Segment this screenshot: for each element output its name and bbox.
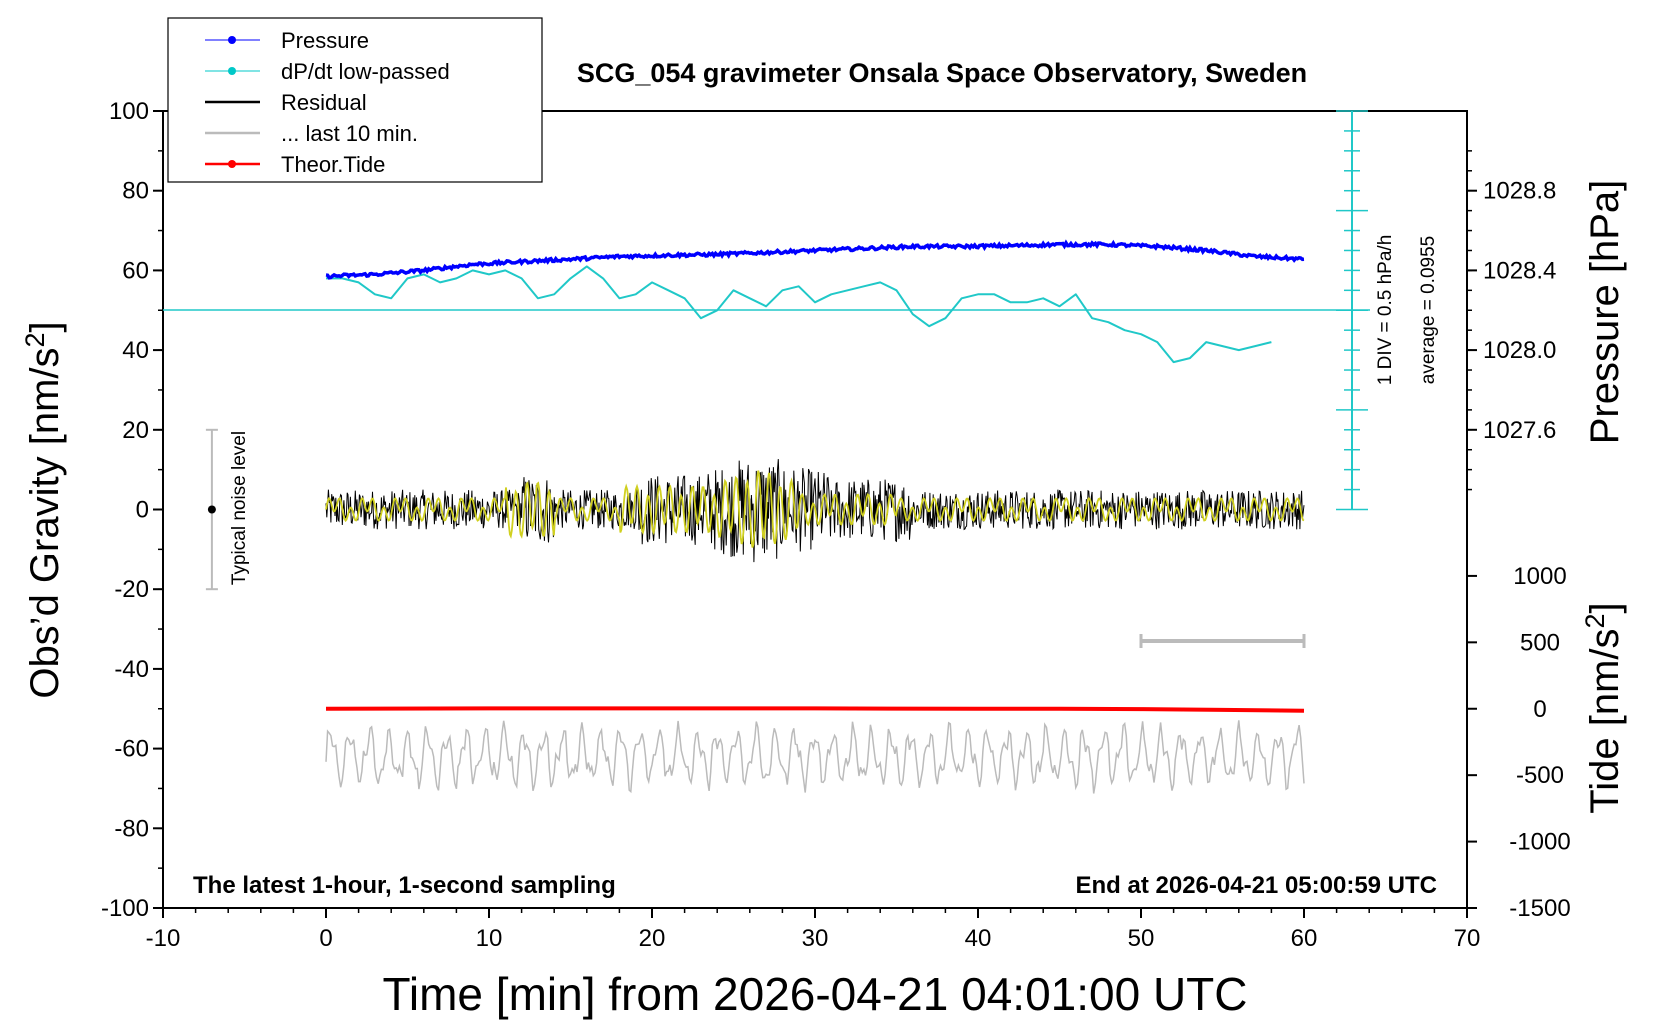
y-tick-label: -80 [114, 815, 149, 842]
pressure-line [325, 239, 1305, 280]
y-axis-tide-label: Tide [nm/s2] [1580, 602, 1627, 813]
x-tick-label: 30 [802, 925, 829, 952]
chart-title: SCG_054 gravimeter Onsala Space Observat… [577, 58, 1307, 88]
tide-tick-label: -1500 [1509, 895, 1570, 922]
y-tick-label: -60 [114, 736, 149, 763]
x-tick-label: 60 [1291, 925, 1318, 952]
last10-line [325, 720, 1305, 794]
legend-label: dP/dt low-passed [281, 59, 450, 84]
legend-label: Pressure [281, 28, 369, 53]
y-tick-label: 80 [122, 178, 149, 205]
x-tick-label: 70 [1454, 925, 1481, 952]
tide-tick-label: -1000 [1509, 829, 1570, 856]
tide-tick-label: 0 [1533, 696, 1546, 723]
x-tick-label: 50 [1128, 925, 1155, 952]
footer-left: The latest 1-hour, 1-second sampling [193, 872, 616, 899]
x-tick-label: 20 [639, 925, 666, 952]
y-tick-label: 20 [122, 417, 149, 444]
pressure-tick-label: 1028.8 [1483, 178, 1556, 205]
dpdt-line [326, 265, 1272, 364]
y-tick-label: 40 [122, 337, 149, 364]
legend-marker [228, 36, 236, 44]
y-tick-label: 100 [109, 98, 149, 125]
y-tick-label: -20 [114, 576, 149, 603]
legend-marker [228, 67, 236, 75]
legend-label: Theor.Tide [281, 152, 385, 177]
x-tick-label: -10 [146, 925, 181, 952]
x-axis-label: Time [min] from 2026-04-21 04:01:00 UTC [383, 968, 1248, 1020]
y-axis-pressure-label: Pressure [hPa] [1583, 180, 1627, 445]
x-tick-label: 0 [319, 925, 332, 952]
legend-label: Residual [281, 90, 367, 115]
tide-tick-label: -500 [1516, 762, 1564, 789]
y-axis-left-label: Obs’d Gravity [nm/s2] [20, 321, 67, 698]
y-tick-label: -100 [101, 895, 149, 922]
y-tick-label: 60 [122, 257, 149, 284]
pressure-tick-label: 1028.0 [1483, 337, 1556, 364]
dpdt-scale-bar [1336, 110, 1368, 511]
legend-label: ... last 10 min. [281, 121, 418, 146]
average-label: average = 0.0955 [1418, 236, 1439, 384]
pressure-tick-label: 1028.4 [1483, 257, 1556, 284]
legend: Pressure dP/dt low-passed Residual ... last… [167, 17, 543, 183]
x-tick-label: 40 [965, 925, 992, 952]
legend-marker [228, 160, 236, 168]
x-tick-label: 10 [476, 925, 503, 952]
noise-indicator [205, 428, 218, 591]
tide-tick-label: 500 [1520, 629, 1560, 656]
pressure-tick-label: 1027.6 [1483, 417, 1556, 444]
noise-center-dot [207, 505, 216, 514]
legend-box [167, 17, 543, 183]
x-axis: -10 0 10 20 30 40 50 60 70 [146, 908, 1481, 952]
series-layer [325, 239, 1305, 794]
last10-bar [1139, 634, 1306, 649]
y-axis-pressure: 1028.8 1028.4 1028.0 1027.6 [1467, 150, 1556, 491]
y-tick-label: 0 [136, 497, 149, 524]
y-axis-left: -100 -80 -60 -40 -20 0 20 40 60 80 100 [101, 98, 163, 922]
tide-tick-label: 1000 [1513, 563, 1566, 590]
footer-right: End at 2026-04-21 05:00:59 UTC [1076, 872, 1438, 899]
div-label: 1 DIV = 0.5 hPa/h [1375, 235, 1396, 386]
tide-line [325, 706, 1305, 713]
residual-lowpass-line [325, 470, 1305, 548]
y-axis-tide: 1000 500 0 -500 -1000 -1500 [1467, 563, 1571, 922]
y-tick-label: -40 [114, 656, 149, 683]
noise-label: Typical noise level [229, 431, 250, 585]
